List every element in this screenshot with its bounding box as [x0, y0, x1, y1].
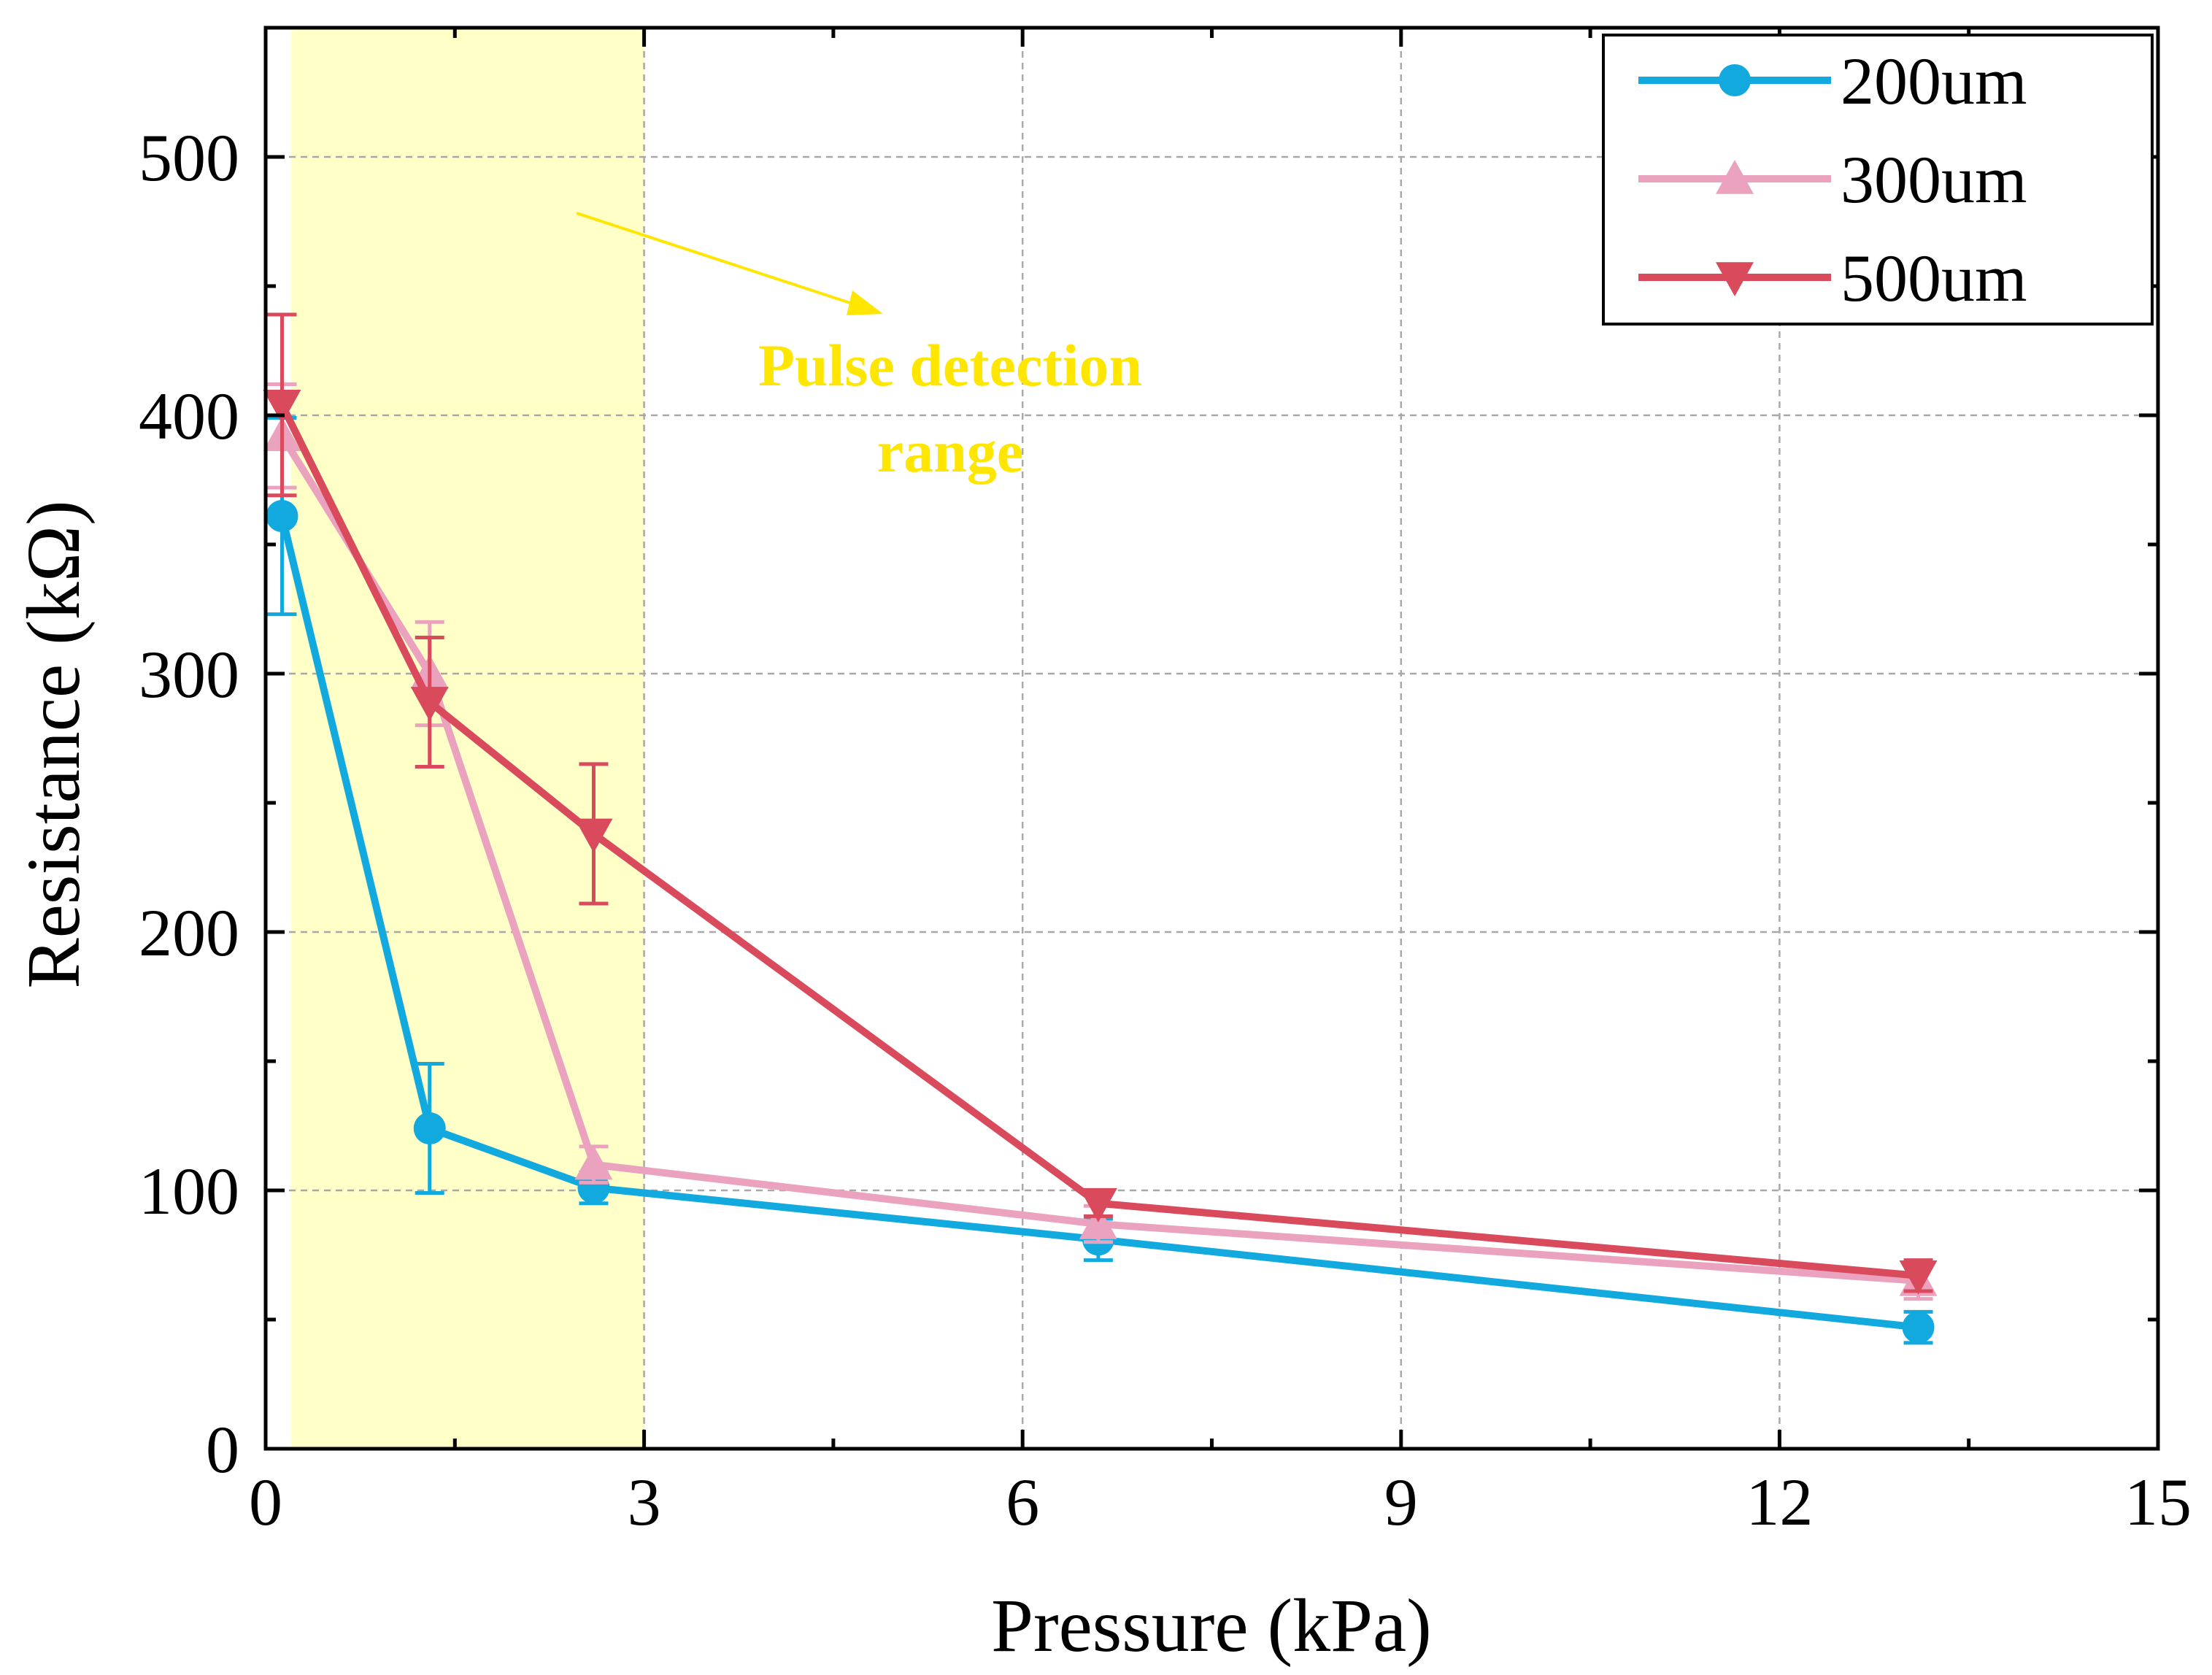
data-point-200um-2 [577, 1171, 610, 1204]
highlight-band [290, 28, 644, 1449]
y-tick-label-0: 0 [206, 1412, 239, 1487]
legend-marker-300um [1716, 160, 1754, 194]
data-point-200um-4 [1902, 1311, 1935, 1344]
data-point-500um-1 [410, 687, 449, 721]
x-tick-label-3: 9 [1384, 1465, 1418, 1539]
series-200um [266, 416, 1935, 1345]
x-tick-label-0: 0 [249, 1465, 282, 1539]
annotation: Pulse detection range [576, 212, 1142, 485]
y-tick-label-5: 500 [139, 120, 239, 195]
axes: 0 3 6 9 12 15 0 100 200 300 400 500 [139, 26, 2192, 1539]
series-500um [263, 312, 1938, 1295]
annotation-label-line-0: Pulse detection [758, 332, 1142, 398]
legend-marker-200um [1719, 64, 1751, 96]
annotation-arrow-line [576, 212, 862, 308]
legend: 200um 300um 500um [1602, 34, 2154, 326]
legend-label-500um: 500um [1841, 241, 2027, 315]
legend-label-300um: 300um [1841, 142, 2027, 217]
legend-label-200um: 200um [1841, 44, 2027, 118]
highlight-region [290, 28, 644, 1449]
data-point-200um-0 [266, 500, 298, 533]
x-tick-label-5: 15 [2124, 1465, 2192, 1539]
data-point-200um-1 [413, 1112, 446, 1145]
data-point-500um-2 [574, 818, 613, 853]
x-tick-label-2: 6 [1006, 1465, 1039, 1539]
data-point-300um-2 [574, 1145, 613, 1180]
annotation-label-line-1: range [877, 418, 1023, 485]
y-tick-label-3: 300 [139, 637, 239, 712]
data-point-500um-0 [263, 390, 301, 424]
annotation-arrow-head [847, 290, 883, 315]
y-tick-label-2: 200 [139, 896, 239, 970]
data-point-500um-3 [1079, 1187, 1117, 1222]
data-point-500um-4 [1899, 1260, 1938, 1295]
x-tick-label-4: 12 [1746, 1465, 1813, 1539]
legend-marker-500um [1716, 262, 1754, 296]
y-axis-title: Resistance (kΩ) [12, 500, 96, 988]
y-tick-label-4: 400 [139, 379, 239, 453]
x-axis-title: Pressure (kPa) [991, 1584, 1432, 1668]
y-tick-label-1: 100 [139, 1154, 239, 1228]
x-tick-label-1: 3 [628, 1465, 661, 1539]
series-group [263, 312, 1938, 1345]
